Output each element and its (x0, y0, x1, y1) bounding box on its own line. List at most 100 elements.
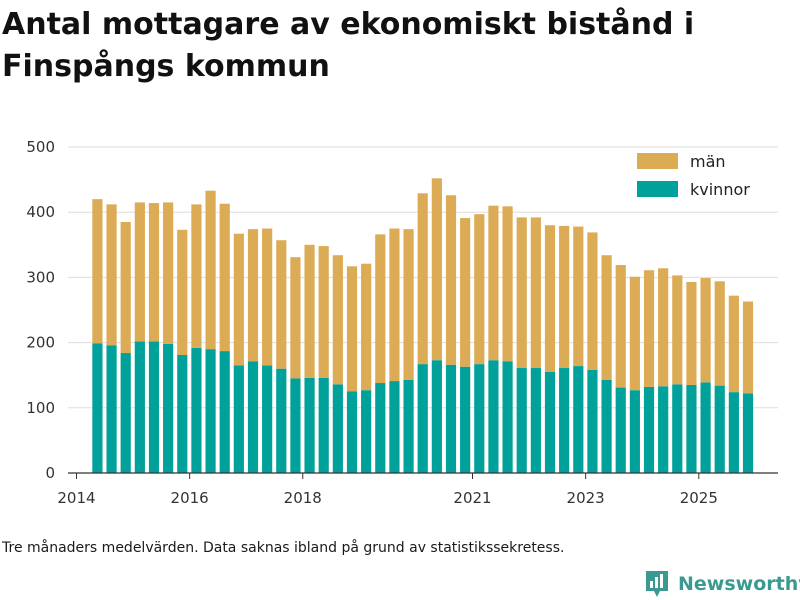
bar-kvinnor (177, 354, 188, 473)
bar-kvinnor (219, 351, 230, 473)
bar-man (658, 268, 669, 387)
bar-man (728, 295, 739, 393)
bar-man (191, 204, 202, 348)
y-tick-label: 300 (26, 268, 55, 286)
x-tick-label: 2025 (680, 489, 718, 507)
bar-man (318, 246, 329, 378)
bar-man (205, 190, 216, 350)
x-tick-label: 2016 (171, 489, 209, 507)
bar-man (700, 278, 711, 383)
bar-man (559, 225, 570, 369)
bar-kvinnor (247, 361, 259, 473)
bar-man (304, 244, 315, 378)
bar-kvinnor (318, 377, 329, 473)
bar-man (389, 228, 400, 382)
legend: män kvinnor (637, 152, 750, 199)
bar-man (276, 240, 287, 369)
bar-kvinnor (587, 369, 598, 473)
newsworthy-logo-icon (646, 571, 668, 597)
bar-kvinnor (686, 384, 697, 473)
bar-man (163, 202, 174, 344)
bar-kvinnor (460, 366, 471, 473)
bar-man (403, 229, 414, 380)
legend-swatch-kvinnor (637, 181, 678, 197)
chart-title: Antal mottagare av ekonomiskt bistånd i … (2, 7, 695, 84)
bar-man (573, 226, 584, 367)
bar-kvinnor (205, 349, 216, 473)
bar-kvinnor (488, 360, 499, 473)
bar-layer (92, 178, 754, 473)
y-tick-label: 200 (26, 334, 55, 352)
axis-layer: 0 100 200 300 400 500 2014 2016 2018 2021 2023 2025 (26, 138, 778, 507)
x-tick-label: 2021 (453, 489, 491, 507)
bar-kvinnor (332, 384, 343, 473)
bar-kvinnor (601, 379, 612, 473)
brand-name: Newsworthy (678, 573, 800, 595)
bar-man (148, 203, 160, 342)
bar-kvinnor (290, 378, 301, 473)
bar-man (219, 203, 230, 352)
bar-man (233, 233, 244, 366)
bar-man (134, 202, 145, 342)
bar-kvinnor (474, 364, 485, 473)
bar-kvinnor (346, 391, 358, 473)
bar-kvinnor (403, 379, 414, 473)
bar-kvinnor (92, 343, 103, 473)
bar-kvinnor (559, 368, 570, 473)
bar-kvinnor (672, 384, 683, 473)
bar-man (417, 193, 428, 365)
bar-kvinnor (516, 368, 527, 473)
bar-kvinnor (276, 368, 287, 473)
x-tick-label: 2018 (284, 489, 322, 507)
bar-kvinnor (163, 343, 174, 473)
y-tick-label: 400 (26, 203, 55, 221)
x-tick-label: 2014 (57, 489, 95, 507)
bar-man (346, 266, 358, 392)
bar-man (714, 281, 725, 386)
bar-man (177, 229, 188, 355)
bar-man (601, 255, 612, 380)
bar-man (530, 217, 541, 369)
bar-man (106, 204, 117, 346)
bar-kvinnor (700, 382, 711, 473)
bar-kvinnor (233, 365, 244, 473)
bar-kvinnor (714, 385, 725, 473)
bar-kvinnor (445, 364, 457, 473)
bar-man (290, 257, 301, 379)
bar-man (615, 265, 626, 388)
bar-man (431, 178, 442, 361)
y-tick-label: 100 (26, 399, 55, 417)
y-tick-label: 500 (26, 138, 55, 156)
bar-kvinnor (629, 390, 640, 473)
bar-man (502, 206, 513, 362)
bar-kvinnor (375, 383, 386, 473)
bar-man (92, 199, 103, 344)
bar-kvinnor (658, 386, 669, 473)
bar-man (247, 229, 259, 362)
x-tick-label: 2023 (567, 489, 605, 507)
bar-kvinnor (530, 368, 541, 473)
bar-man (544, 225, 556, 372)
legend-label-kvinnor: kvinnor (690, 180, 750, 199)
bar-man (643, 270, 655, 387)
bar-kvinnor (134, 341, 145, 473)
bar-man (445, 195, 457, 365)
bar-kvinnor (615, 387, 626, 473)
bar-man (587, 232, 598, 370)
bar-kvinnor (120, 353, 131, 473)
bar-man (488, 205, 499, 361)
bar-man (361, 263, 372, 391)
bar-man (474, 214, 485, 365)
bar-kvinnor (544, 371, 556, 473)
bar-man (629, 276, 640, 391)
bar-kvinnor (361, 390, 372, 473)
bar-kvinnor (742, 393, 754, 473)
bar-kvinnor (728, 392, 739, 473)
bar-kvinnor (304, 377, 315, 473)
bar-kvinnor (643, 386, 655, 473)
bar-kvinnor (106, 345, 117, 473)
bar-kvinnor (502, 361, 513, 473)
bar-man (375, 234, 386, 384)
bar-man (120, 221, 131, 354)
